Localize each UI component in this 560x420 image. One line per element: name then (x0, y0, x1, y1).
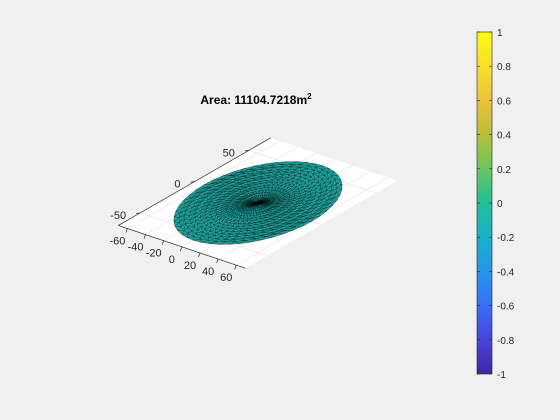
title-value: 11104.7218 (234, 93, 296, 107)
mesh-edges (173, 161, 343, 245)
colorbar-tick-label: 0.2 (497, 165, 511, 176)
title-prefix: Area: (200, 93, 234, 107)
y-tick-mark (244, 150, 249, 152)
y-tick-label: 0 (174, 179, 180, 191)
colorbar-tick-label: 0.8 (497, 62, 511, 73)
x-tick-label: 20 (184, 260, 196, 272)
y-tick-mark (136, 212, 141, 214)
colorbar-tick-label: 1 (497, 28, 503, 39)
x-tick-mark (180, 246, 183, 251)
x-tick-label: 40 (202, 266, 214, 278)
x-tick-mark (216, 258, 219, 264)
y-axis-line (118, 137, 271, 226)
x-tick-mark (161, 240, 165, 245)
x-tick-mark (125, 228, 128, 233)
chart-title: Area: 11104.7218m2 (200, 92, 312, 107)
mesh-disc (173, 161, 343, 245)
colorbar-tick-label: 0.6 (497, 96, 511, 107)
colorbar-tick-label: -0.2 (497, 233, 515, 244)
title-unit-exponent: 2 (307, 92, 312, 101)
x-tick-mark (234, 264, 237, 270)
y-tick-label: -50 (110, 210, 126, 222)
colorbar-tick-label: -0.4 (497, 267, 515, 278)
x-tick-mark (198, 252, 201, 258)
colorbar: 1 0.8 0.6 0.4 0.2 0 -0.2 -0.4 -0.6 -0.8 -1 (476, 28, 515, 381)
x-tick-label: 0 (169, 254, 175, 266)
x-tick-label: 60 (220, 272, 232, 284)
y-axis: -50 0 50 (110, 147, 249, 222)
x-tick-label: -60 (109, 236, 125, 248)
title-unit: m (296, 93, 307, 107)
colorbar-tick-label: -0.6 (497, 302, 515, 313)
x-tick-mark (143, 234, 146, 239)
y-tick-label: 50 (223, 147, 235, 159)
colorbar-tick-label: -0.8 (497, 336, 515, 347)
x-tick-label: -20 (146, 248, 162, 260)
colorbar-tick-label: 0.4 (497, 131, 511, 142)
x-tick-label: -40 (128, 242, 144, 254)
colorbar-ticks: 1 0.8 0.6 0.4 0.2 0 -0.2 -0.4 -0.6 -0.8 -1 (477, 28, 515, 381)
y-tick-mark (190, 181, 195, 183)
colorbar-tick-label: 0 (497, 199, 503, 210)
colorbar-tick-label: -1 (497, 370, 506, 381)
x-axis: -60-40-20 0 20 40 60 (109, 228, 237, 284)
